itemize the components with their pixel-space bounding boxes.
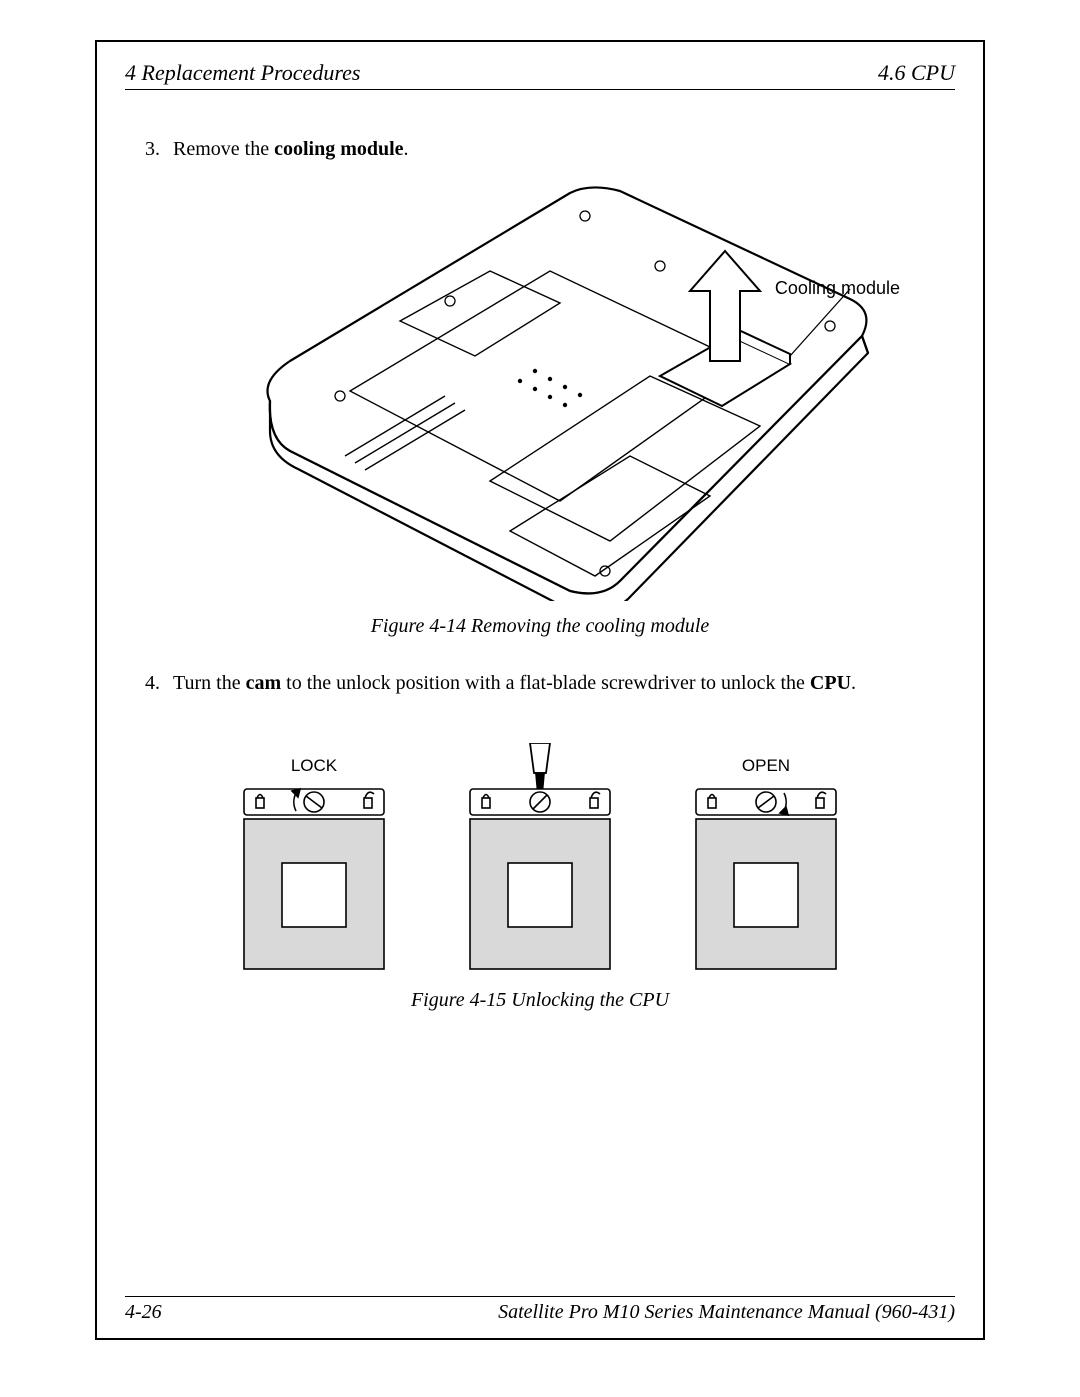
socket-lock-label: LOCK: [291, 755, 337, 779]
step-4-text: Turn the cam to the unlock position with…: [173, 670, 856, 697]
step-4: 4. Turn the cam to the unlock position w…: [145, 670, 955, 697]
socket-open-label: OPEN: [742, 755, 790, 779]
page-frame: 4 Replacement Procedures 4.6 CPU 3. Remo…: [95, 40, 985, 1340]
socket-lock-svg: [234, 785, 394, 975]
socket-mid-svg: [460, 743, 620, 975]
step-3: 3. Remove the cooling module.: [145, 136, 955, 163]
laptop-svg: [190, 181, 890, 601]
header-right: 4.6 CPU: [878, 60, 955, 86]
step-3-text: Remove the cooling module.: [173, 136, 409, 163]
socket-mid: [455, 755, 625, 975]
step-3-num: 3.: [145, 136, 173, 163]
cooling-module-callout: Cooling module: [775, 276, 900, 300]
step-4-num: 4.: [145, 670, 173, 697]
laptop-diagram: Cooling module: [190, 181, 890, 601]
figure-4-14-caption: Figure 4-14 Removing the cooling module: [125, 613, 955, 640]
socket-open: OPEN: [681, 755, 851, 975]
header-left: 4 Replacement Procedures: [125, 60, 360, 86]
footer-left: 4-26: [125, 1301, 162, 1324]
page-body: 3. Remove the cooling module.: [125, 126, 955, 1296]
page-footer: 4-26 Satellite Pro M10 Series Maintenanc…: [125, 1296, 955, 1324]
cpu-sockets: LOCK: [125, 715, 955, 975]
figure-4-15-caption: Figure 4-15 Unlocking the CPU: [125, 987, 955, 1014]
page-header: 4 Replacement Procedures 4.6 CPU: [125, 60, 955, 90]
socket-open-svg: [686, 785, 846, 975]
figure-4-14: Cooling module Figure 4-14 Removing the …: [125, 181, 955, 640]
socket-lock: LOCK: [229, 755, 399, 975]
footer-right: Satellite Pro M10 Series Maintenance Man…: [498, 1301, 955, 1324]
figure-4-15: LOCK: [125, 715, 955, 1014]
